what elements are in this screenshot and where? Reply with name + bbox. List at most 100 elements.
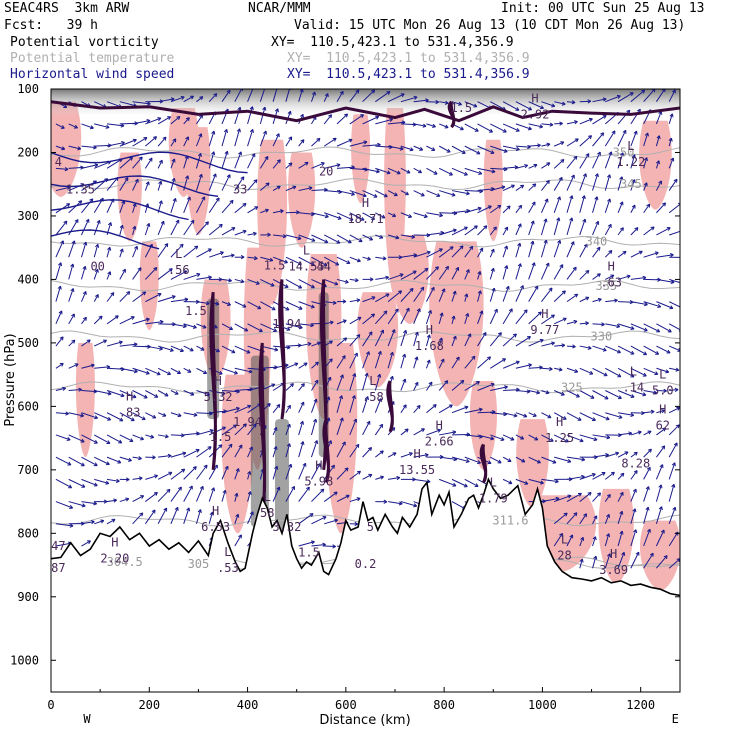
wind-vector bbox=[387, 167, 401, 175]
wind-vector-head bbox=[87, 540, 91, 545]
wind-vector-head bbox=[107, 391, 112, 396]
wind-vector-head bbox=[438, 248, 443, 253]
wind-vector bbox=[477, 225, 488, 236]
wind-vector-head bbox=[479, 247, 484, 252]
wind-vector-head bbox=[279, 209, 284, 214]
wind-vector bbox=[592, 492, 601, 502]
wind-vector-head bbox=[320, 488, 325, 493]
wind-vector-head bbox=[610, 471, 615, 476]
wind-vector bbox=[656, 278, 675, 283]
wind-vector bbox=[119, 139, 137, 147]
wind-vector-head bbox=[647, 448, 652, 453]
wind-vector-head bbox=[316, 137, 321, 142]
wind-vector bbox=[311, 162, 325, 169]
wind-vector-head bbox=[332, 137, 337, 142]
wind-vector-head bbox=[215, 301, 220, 306]
wind-vector bbox=[387, 452, 397, 458]
wind-vector-head bbox=[582, 218, 587, 223]
wind-vector bbox=[669, 230, 680, 236]
wind-vector-head bbox=[455, 266, 460, 271]
wind-vector bbox=[349, 444, 360, 458]
wind-vector-head bbox=[647, 430, 652, 435]
wind-vector bbox=[323, 256, 339, 266]
wind-vector-head bbox=[342, 319, 347, 324]
wind-vector-head bbox=[543, 218, 548, 223]
wind-vector-head bbox=[629, 92, 634, 96]
wind-vector bbox=[604, 533, 610, 547]
wind-vector-head bbox=[676, 406, 680, 411]
wind-vector-head bbox=[556, 196, 561, 201]
wind-vector-head bbox=[128, 156, 133, 161]
wind-vector bbox=[669, 389, 679, 391]
wind-vector-head bbox=[530, 220, 535, 225]
wind-vector bbox=[362, 396, 369, 413]
wind-vector bbox=[375, 91, 391, 103]
extremum-value-label: 5.0 bbox=[652, 384, 674, 398]
wind-vector bbox=[81, 339, 91, 347]
extremum-value-label: .83 bbox=[119, 406, 141, 420]
wind-vector-head bbox=[316, 341, 321, 346]
wind-vector bbox=[285, 301, 303, 310]
wind-vector bbox=[592, 173, 599, 191]
wind-vector bbox=[451, 290, 456, 302]
wind-vector-head bbox=[464, 293, 469, 298]
wind-vector-head bbox=[520, 285, 524, 290]
wind-vector bbox=[374, 310, 388, 325]
extremum-value-label: 2.20 bbox=[100, 552, 129, 566]
wind-vector bbox=[592, 151, 601, 169]
wind-vector bbox=[362, 421, 371, 436]
wind-vector bbox=[247, 446, 253, 458]
wind-vector bbox=[183, 390, 195, 396]
wind-vector-head bbox=[666, 227, 671, 231]
wind-vector-head bbox=[246, 349, 251, 354]
wind-vector-head bbox=[288, 463, 293, 468]
wind-vector bbox=[311, 189, 328, 192]
wind-vector-head bbox=[238, 151, 243, 156]
wind-vector bbox=[234, 301, 247, 308]
wind-vector bbox=[604, 151, 612, 169]
wind-vector bbox=[592, 390, 609, 400]
wind-vector bbox=[81, 434, 98, 444]
wind-vector bbox=[502, 361, 520, 369]
pv-fill-region bbox=[598, 488, 634, 585]
extremum-kind-label: H bbox=[541, 307, 548, 321]
wind-vector-head bbox=[90, 519, 95, 525]
extremum-value-label: 14.55 bbox=[288, 260, 324, 274]
wind-vector bbox=[81, 317, 87, 325]
wind-vector-head bbox=[143, 137, 148, 141]
wind-vector bbox=[425, 334, 431, 347]
wind-vector-head bbox=[228, 278, 232, 283]
wind-vector-head bbox=[341, 355, 346, 360]
wind-vector bbox=[477, 271, 481, 280]
wind-vector bbox=[592, 273, 601, 280]
wind-vector-head bbox=[573, 155, 578, 160]
wind-vector-head bbox=[620, 152, 625, 157]
wind-vector-head bbox=[122, 268, 126, 273]
wind-vector bbox=[68, 145, 81, 150]
wind-vector-head bbox=[494, 308, 498, 313]
wind-vector-head bbox=[266, 403, 271, 407]
x-tick-label: 0 bbox=[47, 698, 54, 712]
wind-vector bbox=[311, 256, 328, 267]
theta-contour bbox=[51, 235, 680, 248]
wind-vector bbox=[196, 345, 205, 351]
wind-vector-head bbox=[465, 312, 470, 317]
wind-vector-head bbox=[313, 418, 318, 423]
pv-contour bbox=[479, 443, 488, 484]
wind-vector-head bbox=[523, 309, 528, 314]
wind-vector bbox=[260, 209, 269, 214]
wind-vector bbox=[464, 408, 483, 414]
wind-vector bbox=[93, 315, 103, 325]
wind-vector bbox=[451, 190, 470, 195]
wind-vector-head bbox=[638, 250, 643, 255]
y-tick-label: 700 bbox=[17, 463, 39, 477]
wind-vector bbox=[196, 301, 210, 305]
wind-vector bbox=[388, 145, 404, 150]
extremum-kind-label: H bbox=[608, 260, 615, 274]
wind-vector-head bbox=[66, 436, 71, 441]
wind-vector bbox=[157, 268, 173, 280]
wind-vector bbox=[503, 389, 520, 391]
wind-vector bbox=[195, 509, 202, 524]
wind-vector-head bbox=[630, 394, 635, 398]
wind-vector bbox=[579, 195, 586, 213]
